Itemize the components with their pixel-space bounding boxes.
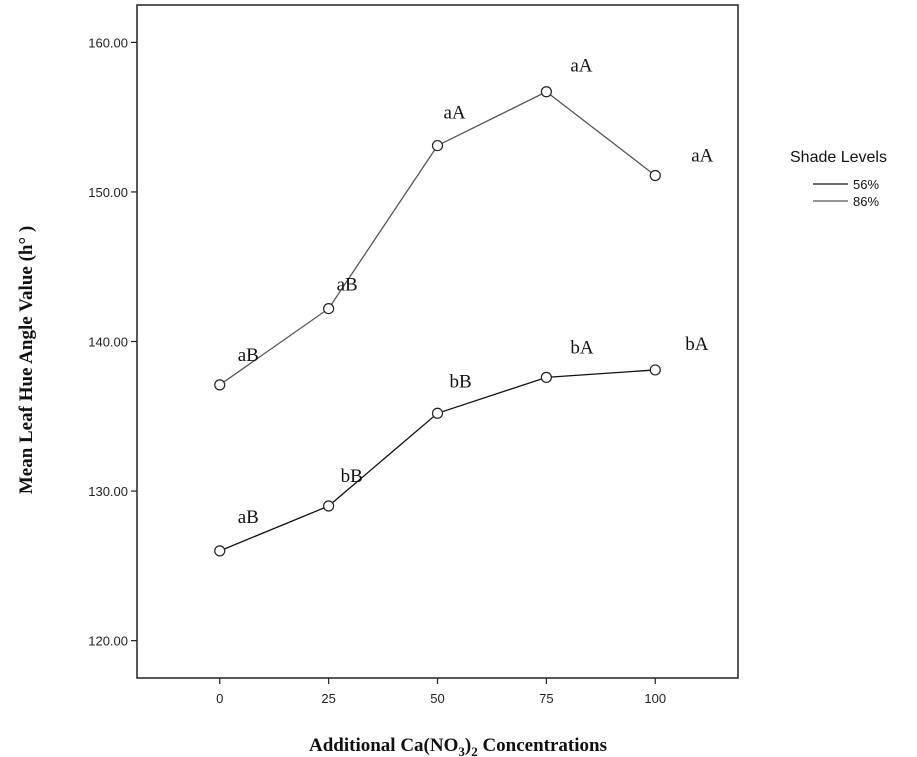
x-tick-label: 50 xyxy=(430,691,444,706)
data-label: aB xyxy=(238,507,259,528)
y-tick-label: 130.00 xyxy=(88,484,128,499)
data-point xyxy=(431,139,444,152)
y-axis-title: Mean Leaf Hue Angle Value (h° ) xyxy=(16,226,37,494)
y-tick-label: 160.00 xyxy=(88,35,128,50)
data-label: aA xyxy=(691,145,713,166)
data-point xyxy=(323,302,335,315)
data-point xyxy=(649,364,661,376)
x-axis-title-subscript-1: 3 xyxy=(458,744,465,757)
y-tick-label: 140.00 xyxy=(88,335,128,350)
data-point xyxy=(649,169,661,182)
y-tick-label: 150.00 xyxy=(88,185,128,200)
point-labels: aB bB bB bA bA aB aB aA aA aA xyxy=(238,56,714,528)
series-layer xyxy=(214,86,661,557)
data-label: bA xyxy=(570,337,594,358)
data-point xyxy=(214,545,226,557)
y-axis: 120.00 130.00 140.00 150.00 160.00 xyxy=(88,35,137,649)
data-label: aA xyxy=(444,103,466,124)
legend-entry-label: 56% xyxy=(853,177,879,192)
x-tick-label: 25 xyxy=(321,691,335,706)
legend-entry-label: 86% xyxy=(853,194,879,209)
x-axis-title: Additional Ca(NO3)2 Concentrations xyxy=(309,735,607,757)
data-label: bB xyxy=(341,466,363,487)
x-axis-title-mid: ) xyxy=(465,735,471,756)
data-label: aB xyxy=(337,275,358,296)
x-axis-title-suffix: Concentrations xyxy=(478,735,607,756)
plot-frame xyxy=(136,4,739,679)
data-point xyxy=(431,407,444,419)
data-point xyxy=(214,379,226,391)
legend-title: Shade Levels xyxy=(790,149,887,166)
data-label: bB xyxy=(450,371,472,392)
data-label: aA xyxy=(570,56,592,77)
legend-entries: 56%86% xyxy=(813,177,879,209)
data-point xyxy=(323,500,335,512)
data-point xyxy=(540,86,552,98)
data-label: bA xyxy=(685,334,709,355)
x-tick-label: 0 xyxy=(216,691,223,706)
x-axis: 0 25 50 75 100 xyxy=(216,678,666,706)
data-label: aB xyxy=(238,345,259,366)
x-axis-title-subscript-2: 2 xyxy=(471,744,478,757)
x-axis-title-prefix: Additional Ca(NO xyxy=(309,735,458,756)
x-tick-label: 75 xyxy=(539,691,553,706)
x-tick-label: 100 xyxy=(644,691,666,706)
y-tick-label: 120.00 xyxy=(88,634,128,649)
data-point xyxy=(540,371,552,383)
legend: Shade Levels 56%86% xyxy=(790,149,887,209)
